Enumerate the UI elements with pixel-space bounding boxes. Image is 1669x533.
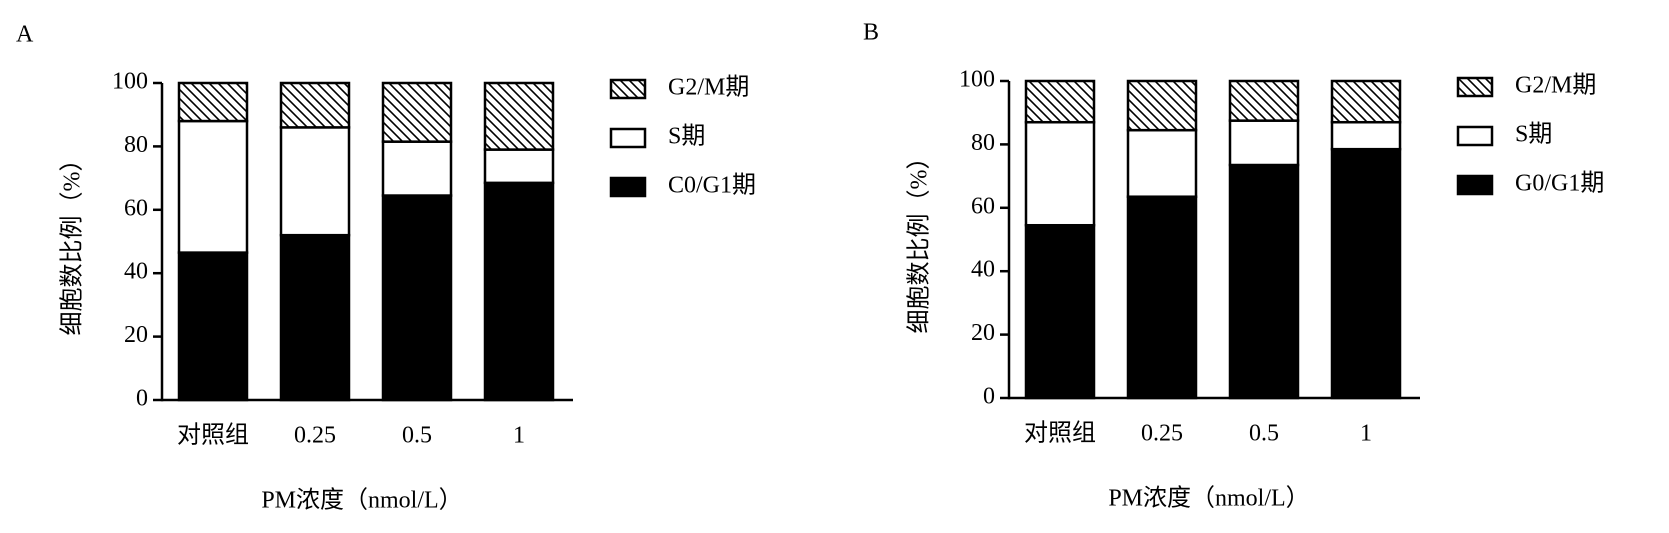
bar-segment [483,148,555,185]
bar-segment [279,233,351,402]
bar-segment [483,81,555,151]
y-tick-label: 20 [971,320,995,346]
x-tick-label: 0.25 [294,423,336,449]
panel-label: A [16,22,34,48]
x-tick-label: 1 [513,423,525,449]
x-tick-label: 0.5 [402,423,432,449]
legend-label: S期 [668,124,705,150]
bar-segment [1024,120,1096,227]
x-tick-label: 对照组 [1024,420,1096,447]
legend-swatch [1456,125,1494,147]
bar-segment [1126,128,1198,198]
bar-segment [1330,147,1402,400]
y-tick-label: 20 [124,322,148,348]
bar-segment [381,81,453,143]
legend-swatch [609,78,647,100]
y-tick-label: 80 [971,130,995,156]
legend-label: S期 [1515,122,1552,148]
bar-segment [1228,79,1300,122]
bar-segment [1024,223,1096,400]
chart-panel: B 细胞数比例（%） PM浓度（nmol/L） 0 20 40 60 80 100 对照组 0.25… [863,20,1604,512]
y-tick-label: 60 [124,195,148,221]
y-tick-label: 40 [124,259,148,285]
y-tick-label: 0 [983,384,995,410]
legend-swatch [609,127,647,149]
bar-segment [1228,163,1300,400]
legend-swatch [1456,76,1494,98]
y-tick-label: 100 [112,69,148,95]
bar-segment [1330,120,1402,151]
bar-segment [177,251,249,402]
y-tick-label: 0 [136,386,148,412]
y-tick-label: 40 [971,257,995,283]
bar-segment [279,81,351,129]
legend-label: C0/G1期 [668,173,756,199]
x-axis-label: PM浓度（nmol/L） [261,487,462,514]
x-tick-label: 对照组 [177,422,249,449]
legend-label: G0/G1期 [1515,171,1604,197]
y-tick-label: 60 [971,193,995,219]
bar-segment [1024,79,1096,124]
x-axis-label: PM浓度（nmol/L） [1108,485,1309,512]
y-tick-label: 80 [124,132,148,158]
bar-segment [381,194,453,402]
y-axis-label: 细胞数比例（%） [906,146,933,334]
y-axis-label: 细胞数比例（%） [59,148,86,336]
legend-swatch [1456,174,1494,196]
bar-segment [381,140,453,197]
panel-label: B [863,20,879,46]
bar-segment [279,126,351,237]
y-tick-label: 100 [959,67,995,93]
bar-segment [1330,79,1402,124]
x-tick-label: 1 [1360,421,1372,447]
bar-segment [1126,79,1198,132]
bar-segment [1228,119,1300,167]
x-tick-label: 0.25 [1141,421,1183,447]
bar-segment [177,119,249,254]
bar-segment [483,181,555,402]
bar-segment [1126,195,1198,400]
legend-label: G2/M期 [1515,73,1596,99]
legend-swatch [609,176,647,198]
x-tick-label: 0.5 [1249,421,1279,447]
chart-panel: A 细胞数比例（%） PM浓度（nmol/L） 0 20 40 60 80 100 对照组 0.25… [16,22,756,514]
bar-segment [177,81,249,123]
legend-label: G2/M期 [668,75,749,101]
